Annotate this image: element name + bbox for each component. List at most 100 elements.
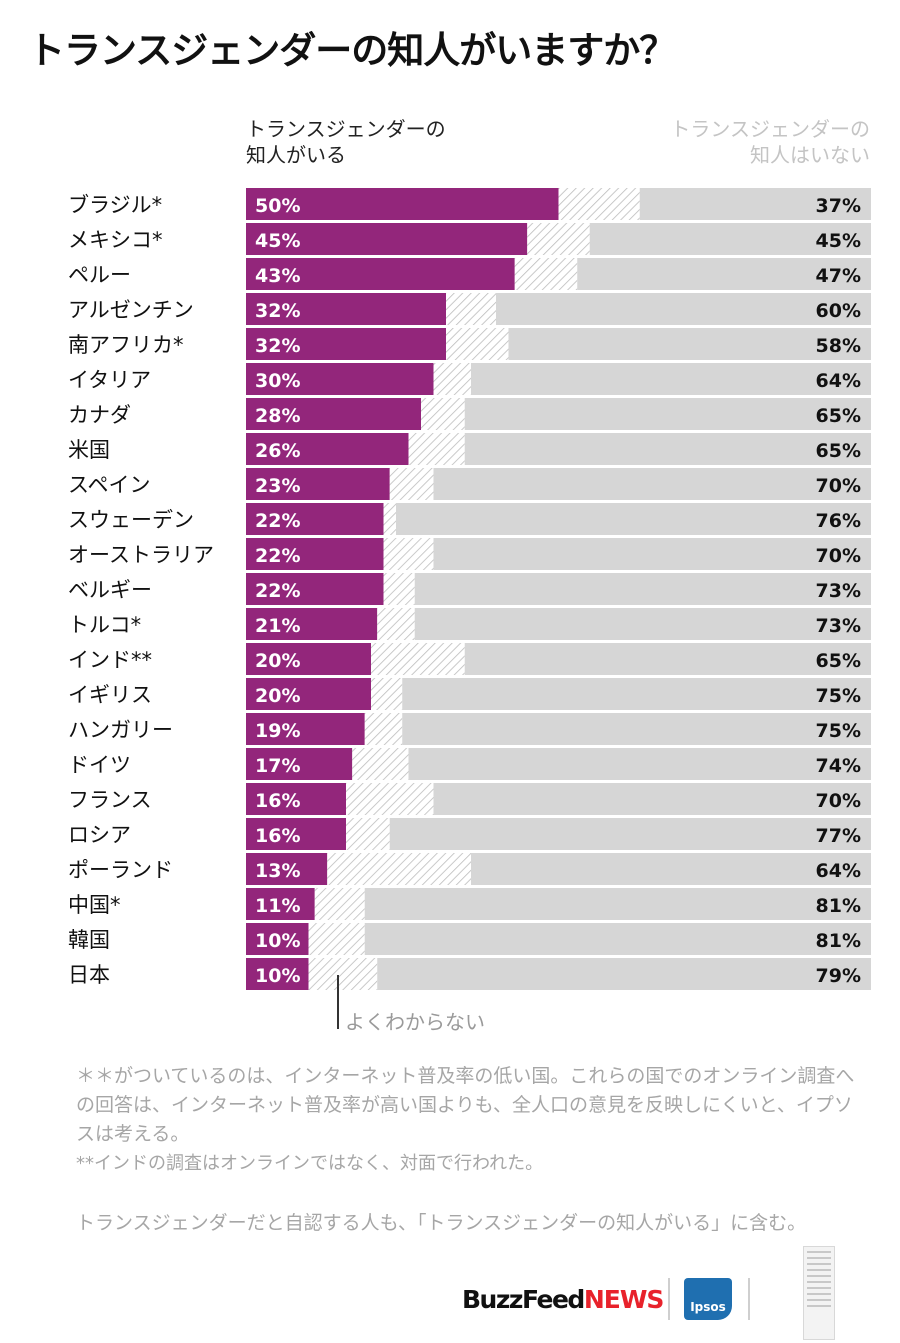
bar-unsure xyxy=(346,783,434,815)
country-label: インド** xyxy=(68,648,152,672)
country-label: オーストラリア xyxy=(68,543,214,567)
bar-unsure xyxy=(364,713,403,745)
country-label: 韓国 xyxy=(68,928,110,952)
data-label-unknown: 64% xyxy=(816,370,861,392)
data-label-unknown: 65% xyxy=(816,650,861,672)
data-label-known: 21% xyxy=(255,615,300,637)
country-label: カナダ xyxy=(68,403,131,427)
bar-known xyxy=(246,433,409,465)
data-label-unknown: 77% xyxy=(816,825,861,847)
bar-unknown xyxy=(464,433,871,465)
country-label: メキシコ* xyxy=(68,228,163,252)
data-label-known: 19% xyxy=(255,720,300,742)
unsure-pointer-line xyxy=(337,975,339,1029)
data-label-known: 28% xyxy=(255,405,300,427)
bar-unknown xyxy=(433,468,871,500)
bar-unsure xyxy=(446,293,496,325)
data-label-unknown: 65% xyxy=(816,405,861,427)
data-label-unknown: 76% xyxy=(816,510,861,532)
bar-unsure xyxy=(421,398,465,430)
bar-unknown xyxy=(577,258,871,290)
country-label: ハンガリー xyxy=(68,718,173,742)
country-label: ポーランド xyxy=(68,858,173,882)
country-label: トルコ* xyxy=(68,613,141,637)
bar-unknown xyxy=(639,188,871,220)
chart-title: トランスジェンダーの知人がいますか？ xyxy=(28,29,676,72)
country-label: アルゼンチン xyxy=(68,298,194,322)
country-label: ロシア xyxy=(68,823,131,847)
bar-known xyxy=(246,748,353,780)
data-label-known: 50% xyxy=(255,195,300,217)
bar-unsure xyxy=(308,958,378,990)
unsure-label: よくわからない xyxy=(345,1010,485,1034)
bar-known xyxy=(246,608,378,640)
bar-unsure xyxy=(389,468,434,500)
definition-note: トランスジェンダーだと自認する人も、「トランスジェンダーの知人がいる」に含む。 xyxy=(76,1212,807,1234)
country-label: ブラジル* xyxy=(68,193,162,217)
bar-unsure xyxy=(327,853,471,885)
bar-unknown xyxy=(414,608,871,640)
logo-divider xyxy=(668,1278,670,1320)
country-label: スペイン xyxy=(68,473,151,497)
data-label-unknown: 74% xyxy=(816,755,861,777)
bar-unsure xyxy=(371,643,465,675)
news-wordmark: NEWS xyxy=(583,1285,665,1314)
buzzfeed-news-logo: BuzzFeedNEWS xyxy=(462,1285,665,1314)
country-label: 南アフリカ* xyxy=(68,333,184,357)
bar-unknown xyxy=(508,328,871,360)
bar-unknown xyxy=(402,678,871,710)
bar-unknown xyxy=(464,398,871,430)
bar-unsure xyxy=(527,223,590,255)
data-label-known: 26% xyxy=(255,440,300,462)
country-label: ペルー xyxy=(68,263,131,287)
data-label-known: 22% xyxy=(255,580,300,602)
bar-unsure xyxy=(514,258,578,290)
bar-known xyxy=(246,678,371,710)
data-label-known: 20% xyxy=(255,650,300,672)
bar-unknown xyxy=(408,748,871,780)
bar-unsure xyxy=(383,503,396,535)
bar-unknown xyxy=(364,888,871,920)
bar-unknown xyxy=(496,293,871,325)
bar-unsure xyxy=(377,608,415,640)
bar-known xyxy=(246,888,315,920)
bar-unknown xyxy=(464,643,871,675)
country-label: フランス xyxy=(68,788,152,812)
data-label-known: 16% xyxy=(255,825,300,847)
bar-known xyxy=(246,258,515,290)
bar-known xyxy=(246,818,346,850)
data-label-unknown: 65% xyxy=(816,440,861,462)
data-label-unknown: 75% xyxy=(816,685,861,707)
bar-unsure xyxy=(408,433,465,465)
stacked-bar-chart: ブラジル* 50% 37% メキシコ* 45% 45% ペルー 43% 47% アルゼンチン 32%… xyxy=(68,188,871,990)
bar-unsure xyxy=(371,678,403,710)
bar-unsure xyxy=(308,923,365,955)
data-label-known: 22% xyxy=(255,545,300,567)
ipsos-wordmark: Ipsos xyxy=(690,1300,726,1314)
buzzfeed-wordmark: BuzzFeed xyxy=(462,1285,585,1314)
data-label-unknown: 47% xyxy=(816,265,861,287)
data-label-unknown: 70% xyxy=(816,545,861,567)
data-label-known: 43% xyxy=(255,265,300,287)
bar-unsure xyxy=(314,888,365,920)
bar-unsure xyxy=(383,573,415,605)
bar-unsure xyxy=(352,748,409,780)
bar-unknown xyxy=(396,503,871,535)
data-label-known: 16% xyxy=(255,790,300,812)
bar-unsure xyxy=(558,188,640,220)
data-label-known: 22% xyxy=(255,510,300,532)
data-label-unknown: 79% xyxy=(816,965,861,987)
data-label-unknown: 45% xyxy=(816,230,861,252)
data-label-unknown: 64% xyxy=(816,860,861,882)
bar-known xyxy=(246,573,384,605)
bar-unknown xyxy=(589,223,871,255)
legend-unknown-line-1: トランスジェンダーの xyxy=(670,117,870,141)
bar-unknown xyxy=(471,363,871,395)
data-label-unknown: 58% xyxy=(816,335,861,357)
legend-unknown-line-2: 知人はいない xyxy=(750,143,870,167)
infographic-thumbnail-icon xyxy=(803,1246,835,1340)
bar-known xyxy=(246,643,371,675)
data-label-known: 32% xyxy=(255,300,300,322)
country-label: イギリス xyxy=(68,683,152,707)
bar-known xyxy=(246,293,446,325)
